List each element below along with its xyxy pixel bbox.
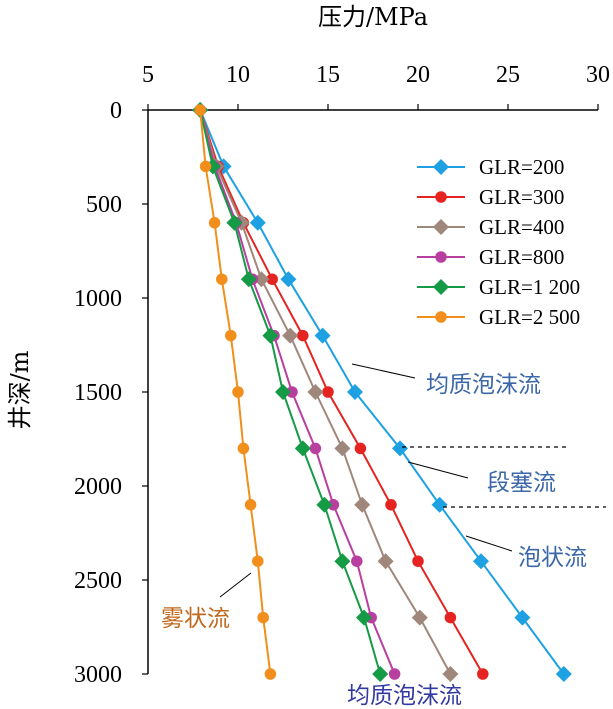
legend-label: GLR=200: [479, 155, 564, 179]
annotation-leader: [407, 461, 469, 479]
data-point: [194, 104, 206, 116]
data-point: [347, 384, 363, 400]
data-point: [257, 611, 269, 624]
legend-marker: [433, 279, 449, 295]
series-1: [192, 102, 572, 682]
annotation-label: 泡状流: [518, 545, 587, 571]
data-point: [199, 160, 212, 173]
data-point: [262, 327, 279, 344]
data-point: [280, 271, 297, 288]
data-point: [351, 555, 363, 567]
data-point: [444, 611, 457, 624]
annotation-leader: [351, 363, 416, 379]
annotation-leader: [465, 535, 513, 552]
data-point: [208, 217, 221, 229]
data-point: [334, 440, 351, 457]
x-tick-label: 10: [226, 62, 250, 88]
data-point: [327, 499, 340, 511]
annotation-leader: [219, 572, 252, 598]
data-point: [385, 499, 397, 511]
data-point: [264, 668, 277, 680]
data-point: [252, 555, 264, 567]
x-tick-label: 30: [586, 62, 610, 88]
annotation-label: 雾状流: [161, 606, 230, 632]
y-tick-label: 1000: [74, 286, 122, 312]
data-point: [225, 329, 237, 342]
data-point: [356, 609, 372, 626]
data-point: [249, 214, 266, 231]
data-point: [314, 327, 331, 344]
legend-label: GLR=300: [479, 185, 564, 209]
data-point: [316, 496, 333, 513]
data-point: [473, 553, 489, 570]
legend-label: GLR=800: [479, 245, 564, 269]
x-tick-label: 5: [142, 62, 154, 88]
legend-marker: [435, 251, 447, 263]
legend-label: GLR=400: [479, 215, 564, 239]
data-point: [388, 668, 401, 680]
data-point: [442, 666, 459, 682]
y-tick-label: 500: [86, 192, 122, 218]
data-point: [266, 273, 278, 285]
data-point: [514, 609, 531, 626]
y-tick-label: 2500: [74, 568, 122, 594]
data-point: [275, 384, 291, 400]
data-point: [309, 442, 322, 455]
data-point: [307, 384, 324, 400]
tick-labels: 5 10 15 20 25 30 0 500 1000 1500 2000 2500 3000: [74, 62, 610, 688]
data-point: [334, 553, 351, 570]
annotation-label: 均质泡沫流: [347, 683, 462, 709]
legend-marker: [435, 191, 447, 203]
data-point: [297, 329, 309, 342]
legend-marker: [433, 219, 449, 235]
y-axis-title-group: 井深/m: [6, 350, 34, 429]
data-point: [226, 214, 243, 231]
y-tick-label: 3000: [74, 662, 122, 688]
series-6: [194, 104, 277, 680]
y-tick-label: 2000: [74, 474, 122, 500]
data-point: [216, 273, 228, 285]
data-point: [240, 271, 257, 288]
data-point: [282, 327, 299, 344]
data-point: [411, 609, 428, 626]
data-point: [431, 496, 448, 513]
x-tick-label: 25: [496, 62, 520, 88]
annotation-label: 段塞流: [487, 470, 556, 496]
x-axis-title: 压力/MPa: [318, 3, 428, 31]
y-axis-title: 井深/m: [6, 350, 34, 429]
data-point: [412, 555, 424, 567]
legend: GLR=200 GLR=300 GLR=400 GLR=800 GLR=1 200 GLR…: [417, 155, 580, 329]
annotation-label: 均质泡沫流: [426, 372, 541, 398]
data-point: [286, 386, 298, 398]
legend-label: GLR=2 500: [479, 305, 580, 329]
y-tick-label: 0: [110, 98, 122, 124]
data-point: [237, 442, 250, 455]
legend-label: GLR=1 200: [479, 275, 580, 299]
x-tick-label: 20: [406, 62, 430, 88]
legend-marker: [435, 311, 447, 323]
data-point: [232, 386, 244, 398]
legend-marker: [433, 159, 449, 175]
y-tick-label: 1500: [74, 380, 122, 406]
data-point: [354, 496, 371, 513]
data-point: [253, 271, 270, 288]
data-point: [354, 442, 367, 455]
data-point: [322, 386, 334, 398]
data-point: [244, 499, 257, 511]
axes: [142, 104, 599, 675]
series-layer: [192, 102, 572, 682]
data-point: [294, 440, 311, 457]
data-point: [477, 668, 489, 680]
x-tick-label: 15: [316, 62, 340, 88]
data-point: [555, 666, 572, 682]
data-point: [377, 553, 394, 570]
data-point: [392, 440, 408, 457]
data-point: [372, 666, 389, 682]
